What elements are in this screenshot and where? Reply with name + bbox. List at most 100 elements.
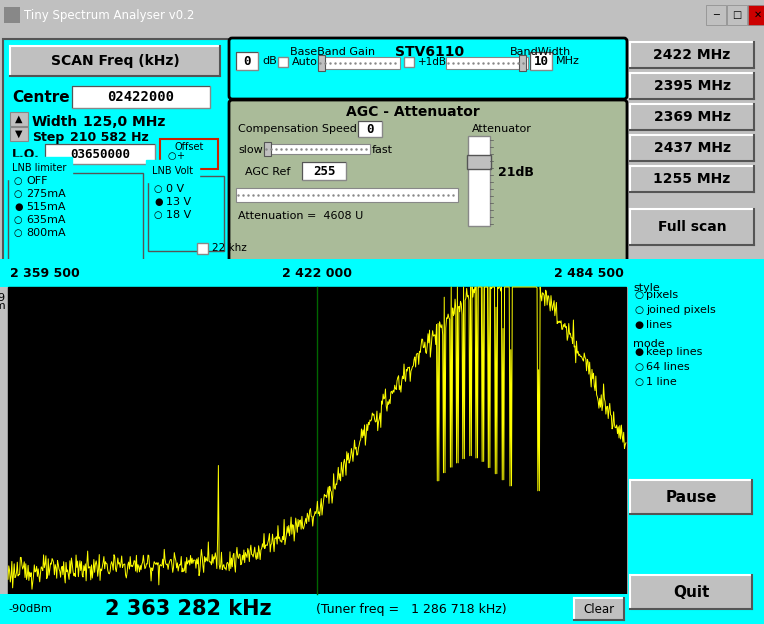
Bar bbox=[197, 243, 208, 254]
Bar bbox=[45, 144, 46, 164]
Text: 2 363 282 kHz: 2 363 282 kHz bbox=[105, 599, 272, 619]
Text: ○: ○ bbox=[14, 228, 22, 238]
Text: ○: ○ bbox=[154, 184, 163, 194]
Bar bbox=[0, 594, 764, 624]
Text: Clear: Clear bbox=[584, 603, 614, 615]
Bar bbox=[11, 47, 219, 75]
Text: 125,0 MHz: 125,0 MHz bbox=[83, 115, 165, 129]
FancyBboxPatch shape bbox=[229, 38, 627, 99]
Text: 2422 MHz: 2422 MHz bbox=[653, 48, 730, 62]
Text: ▲: ▲ bbox=[15, 114, 23, 124]
Bar bbox=[530, 52, 552, 70]
Text: MHz: MHz bbox=[556, 56, 580, 66]
Bar bbox=[278, 57, 288, 67]
Bar bbox=[318, 57, 400, 69]
Text: 2 359 500: 2 359 500 bbox=[10, 266, 79, 280]
Text: +1dB: +1dB bbox=[418, 57, 447, 67]
Text: 22 khz: 22 khz bbox=[212, 243, 247, 253]
Bar bbox=[302, 162, 346, 163]
Text: Pause: Pause bbox=[665, 489, 717, 504]
Bar bbox=[302, 162, 303, 180]
Text: ✕: ✕ bbox=[754, 10, 762, 20]
Text: AGC - Attenuator: AGC - Attenuator bbox=[346, 105, 480, 119]
Text: ○: ○ bbox=[634, 377, 643, 387]
Bar bbox=[446, 57, 528, 69]
Text: Compensation Speed: Compensation Speed bbox=[238, 124, 357, 134]
Text: ●: ● bbox=[634, 347, 643, 357]
Text: 2 422 000: 2 422 000 bbox=[282, 266, 352, 280]
Text: 13 V: 13 V bbox=[166, 197, 191, 207]
Bar bbox=[8, 173, 143, 261]
Text: -19: -19 bbox=[0, 293, 6, 303]
Text: dBm: dBm bbox=[0, 301, 6, 311]
Text: ●: ● bbox=[154, 197, 163, 207]
Bar bbox=[404, 57, 414, 67]
Bar bbox=[630, 73, 754, 99]
Bar bbox=[264, 142, 271, 156]
Bar bbox=[0, 259, 764, 287]
Text: L.O.: L.O. bbox=[12, 147, 40, 160]
Text: Offset: Offset bbox=[174, 142, 204, 152]
Text: joined pixels: joined pixels bbox=[646, 305, 716, 315]
Text: SCAN Freq (kHz): SCAN Freq (kHz) bbox=[50, 54, 180, 68]
Text: Width: Width bbox=[32, 115, 78, 129]
Bar bbox=[630, 166, 754, 192]
Bar bbox=[468, 136, 490, 226]
Bar bbox=[706, 5, 726, 25]
Bar bbox=[574, 598, 624, 620]
FancyBboxPatch shape bbox=[229, 100, 627, 264]
Bar bbox=[10, 127, 28, 141]
Bar bbox=[630, 480, 752, 514]
Text: BandWidth: BandWidth bbox=[510, 47, 571, 57]
Text: Full scan: Full scan bbox=[658, 220, 727, 234]
Text: slow: slow bbox=[238, 145, 263, 155]
Text: 2437 MHz: 2437 MHz bbox=[653, 141, 730, 155]
Text: Step: Step bbox=[32, 130, 64, 144]
Text: ●: ● bbox=[168, 159, 176, 169]
Bar bbox=[467, 155, 491, 169]
Text: LNB Volt: LNB Volt bbox=[152, 166, 193, 176]
Bar bbox=[630, 575, 752, 609]
Bar bbox=[575, 599, 623, 619]
Bar bbox=[530, 52, 531, 70]
Text: 02422000: 02422000 bbox=[108, 90, 174, 104]
Text: 2369 MHz: 2369 MHz bbox=[653, 110, 730, 124]
Text: ○: ○ bbox=[168, 151, 176, 161]
Bar bbox=[236, 188, 458, 202]
Bar bbox=[358, 121, 382, 122]
Text: 0 V: 0 V bbox=[166, 184, 184, 194]
Bar bbox=[358, 121, 359, 137]
Text: Centre: Centre bbox=[12, 89, 70, 104]
Bar bbox=[264, 144, 370, 154]
Text: fast: fast bbox=[372, 145, 393, 155]
Text: 255: 255 bbox=[312, 165, 335, 177]
Text: 0: 0 bbox=[243, 54, 251, 67]
Text: 18 V: 18 V bbox=[166, 210, 191, 220]
Bar bbox=[630, 209, 754, 245]
Bar bbox=[519, 55, 526, 71]
Bar bbox=[318, 55, 325, 71]
Text: ○: ○ bbox=[14, 189, 22, 199]
Text: 2395 MHz: 2395 MHz bbox=[653, 79, 730, 93]
Text: LNB limiter: LNB limiter bbox=[12, 163, 66, 173]
Text: pixels: pixels bbox=[646, 290, 678, 300]
Text: (Tuner freq =   1 286 718 kHz): (Tuner freq = 1 286 718 kHz) bbox=[316, 603, 507, 615]
Bar bbox=[236, 52, 237, 70]
Text: 64 lines: 64 lines bbox=[646, 362, 690, 372]
Text: BaseBand Gain: BaseBand Gain bbox=[290, 47, 375, 57]
Text: Auto: Auto bbox=[292, 57, 318, 67]
Bar bbox=[8, 287, 626, 594]
Text: style: style bbox=[633, 283, 660, 293]
Text: 2 484 500: 2 484 500 bbox=[554, 266, 624, 280]
Bar bbox=[630, 104, 754, 130]
Text: ○: ○ bbox=[634, 290, 643, 300]
Bar bbox=[630, 42, 754, 68]
Bar bbox=[72, 86, 210, 87]
Bar bbox=[631, 481, 751, 513]
Bar bbox=[631, 105, 753, 129]
Bar bbox=[631, 74, 753, 98]
Text: 1255 MHz: 1255 MHz bbox=[653, 172, 730, 186]
Text: STV6110: STV6110 bbox=[396, 45, 465, 59]
Bar bbox=[72, 86, 210, 108]
Text: Tiny Spectrum Analyser v0.2: Tiny Spectrum Analyser v0.2 bbox=[24, 9, 194, 21]
